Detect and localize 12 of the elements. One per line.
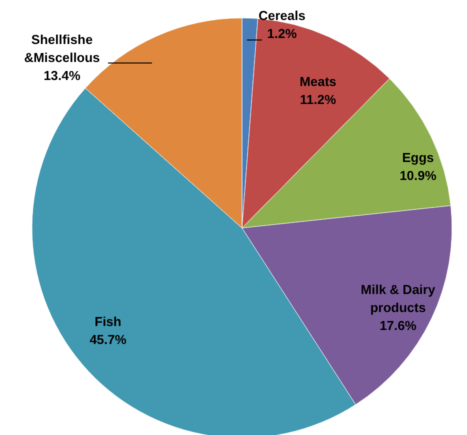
slice-label: Milk & Dairy products [360, 282, 436, 315]
data-label: 13.4% [44, 68, 81, 83]
data-label: 45.7% [90, 332, 127, 347]
data-label: 10.9% [400, 168, 437, 183]
slice-label: Shellfishe &Miscellous [24, 32, 100, 65]
data-label: 11.2% [300, 92, 337, 107]
slice-label: Eggs [402, 150, 434, 165]
data-label: 17.6% [380, 318, 417, 333]
slice-label: Meats [300, 74, 336, 89]
data-label: 1.2% [267, 26, 298, 41]
slice-label: Cereals [258, 8, 306, 23]
slice-label: Fish [94, 314, 122, 329]
